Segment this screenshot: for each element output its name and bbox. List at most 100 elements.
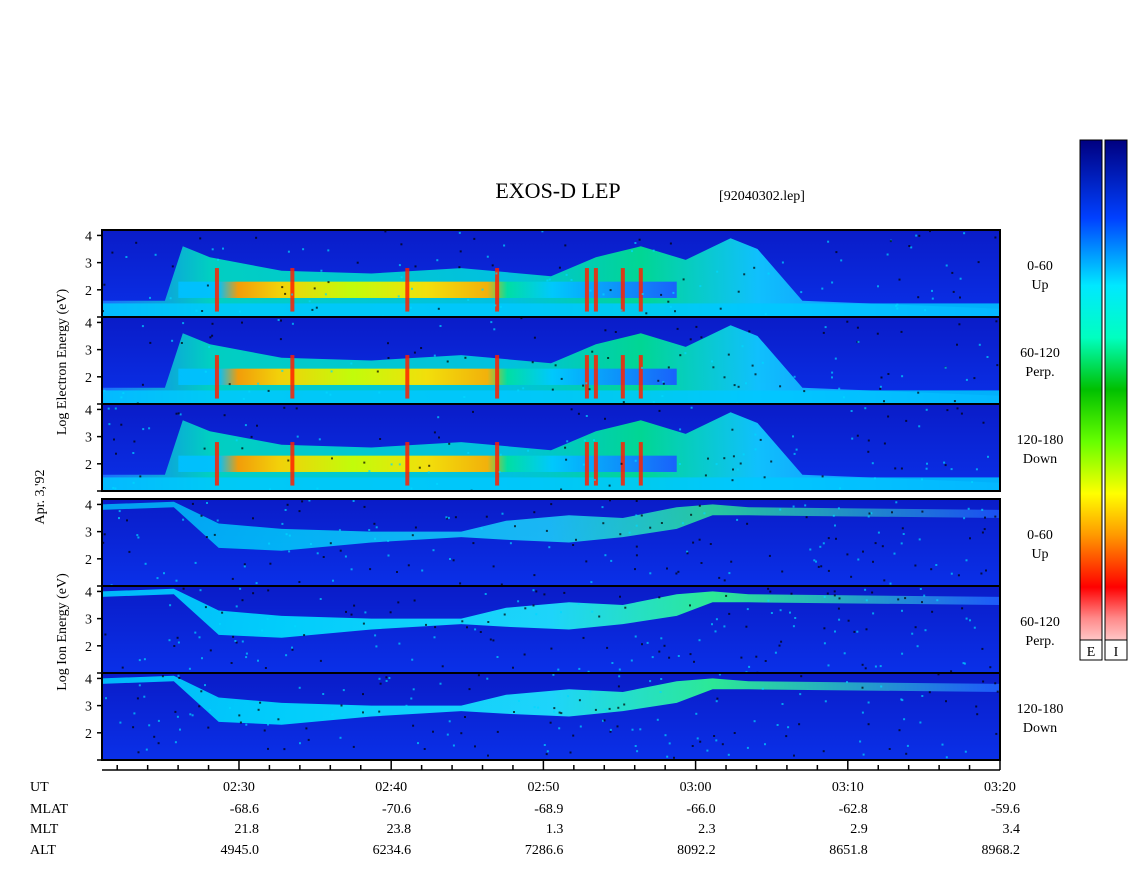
noise-dot	[362, 711, 364, 714]
noise-dot	[928, 691, 931, 694]
noise-dot	[412, 688, 415, 691]
noise-dot	[325, 391, 328, 394]
electron-spike	[495, 268, 500, 312]
noise-dot	[880, 376, 883, 379]
noise-dot	[792, 435, 794, 438]
noise-dot	[533, 511, 536, 514]
noise-dot	[767, 587, 770, 590]
noise-dot	[363, 505, 366, 508]
ion-flux-arc	[102, 588, 1000, 638]
noise-dot	[459, 250, 462, 253]
noise-dot	[203, 447, 206, 450]
electron-low-energy-strip	[102, 390, 1000, 404]
noise-dot	[368, 529, 371, 531]
noise-dot	[635, 500, 638, 502]
noise-dot	[558, 711, 561, 714]
noise-dot	[960, 412, 963, 415]
noise-dot	[291, 322, 294, 325]
noise-dot	[231, 577, 234, 580]
noise-dot	[284, 509, 287, 511]
noise-dot	[238, 714, 241, 717]
noise-dot	[375, 645, 378, 648]
y-tick-label: 2	[85, 371, 92, 386]
noise-dot	[180, 342, 183, 344]
noise-dot	[340, 704, 343, 707]
noise-dot	[986, 356, 989, 358]
noise-dot	[472, 542, 475, 545]
noise-dot	[879, 387, 882, 390]
noise-dot	[779, 508, 782, 511]
noise-dot	[677, 570, 680, 573]
noise-dot	[894, 467, 897, 470]
noise-dot	[834, 524, 836, 527]
noise-dot	[880, 685, 883, 688]
noise-dot	[718, 576, 721, 579]
noise-dot	[827, 240, 830, 243]
noise-dot	[636, 750, 639, 753]
noise-dot	[245, 723, 248, 726]
colorbar-label-i: I	[1114, 645, 1119, 660]
noise-dot	[201, 657, 203, 660]
noise-dot	[871, 462, 874, 465]
noise-dot	[835, 537, 837, 540]
noise-dot	[989, 666, 992, 669]
noise-dot	[779, 609, 782, 612]
noise-dot	[833, 594, 836, 597]
noise-dot	[138, 684, 141, 687]
pitch-range-label: 0-60	[1027, 259, 1053, 274]
noise-dot	[405, 704, 408, 707]
noise-dot	[176, 715, 179, 718]
noise-dot	[969, 619, 971, 622]
noise-dot	[191, 714, 194, 717]
noise-dot	[603, 719, 606, 722]
noise-dot	[434, 626, 437, 629]
electron-spike	[405, 355, 410, 399]
noise-dot	[398, 463, 401, 466]
noise-dot	[257, 659, 259, 662]
noise-dot	[316, 487, 319, 490]
noise-dot	[481, 288, 484, 291]
noise-dot	[727, 753, 730, 756]
noise-dot	[956, 407, 959, 410]
noise-dot	[441, 665, 444, 668]
noise-dot	[137, 751, 140, 754]
noise-dot	[800, 291, 803, 294]
noise-dot	[411, 534, 414, 537]
noise-dot	[570, 408, 573, 411]
noise-dot	[827, 537, 830, 540]
noise-dot	[703, 512, 706, 515]
noise-dot	[191, 502, 194, 505]
noise-dot	[715, 700, 718, 703]
noise-dot	[353, 604, 356, 607]
noise-dot	[973, 626, 976, 629]
noise-dot	[924, 629, 927, 632]
noise-dot	[409, 306, 412, 309]
noise-dot	[980, 572, 983, 575]
noise-dot	[307, 738, 310, 741]
noise-dot	[945, 700, 947, 703]
noise-dot	[611, 662, 614, 664]
noise-dot	[211, 248, 214, 251]
noise-dot	[283, 748, 286, 751]
noise-dot	[768, 554, 771, 557]
noise-dot	[901, 652, 904, 655]
noise-dot	[119, 721, 122, 724]
noise-dot	[888, 748, 891, 750]
noise-dot	[831, 371, 834, 374]
noise-dot	[753, 266, 756, 269]
noise-dot	[112, 486, 115, 489]
noise-dot	[566, 440, 569, 443]
noise-dot	[609, 499, 611, 502]
noise-dot	[137, 536, 140, 539]
noise-dot	[776, 724, 779, 726]
noise-dot	[941, 743, 944, 746]
noise-dot	[751, 364, 754, 367]
noise-dot	[433, 354, 436, 357]
noise-dot	[114, 487, 117, 490]
noise-dot	[859, 740, 862, 743]
noise-dot	[820, 565, 823, 568]
noise-dot	[652, 249, 655, 252]
noise-dot	[374, 537, 377, 540]
noise-dot	[342, 689, 345, 692]
alt-value: 8968.2	[982, 843, 1021, 858]
